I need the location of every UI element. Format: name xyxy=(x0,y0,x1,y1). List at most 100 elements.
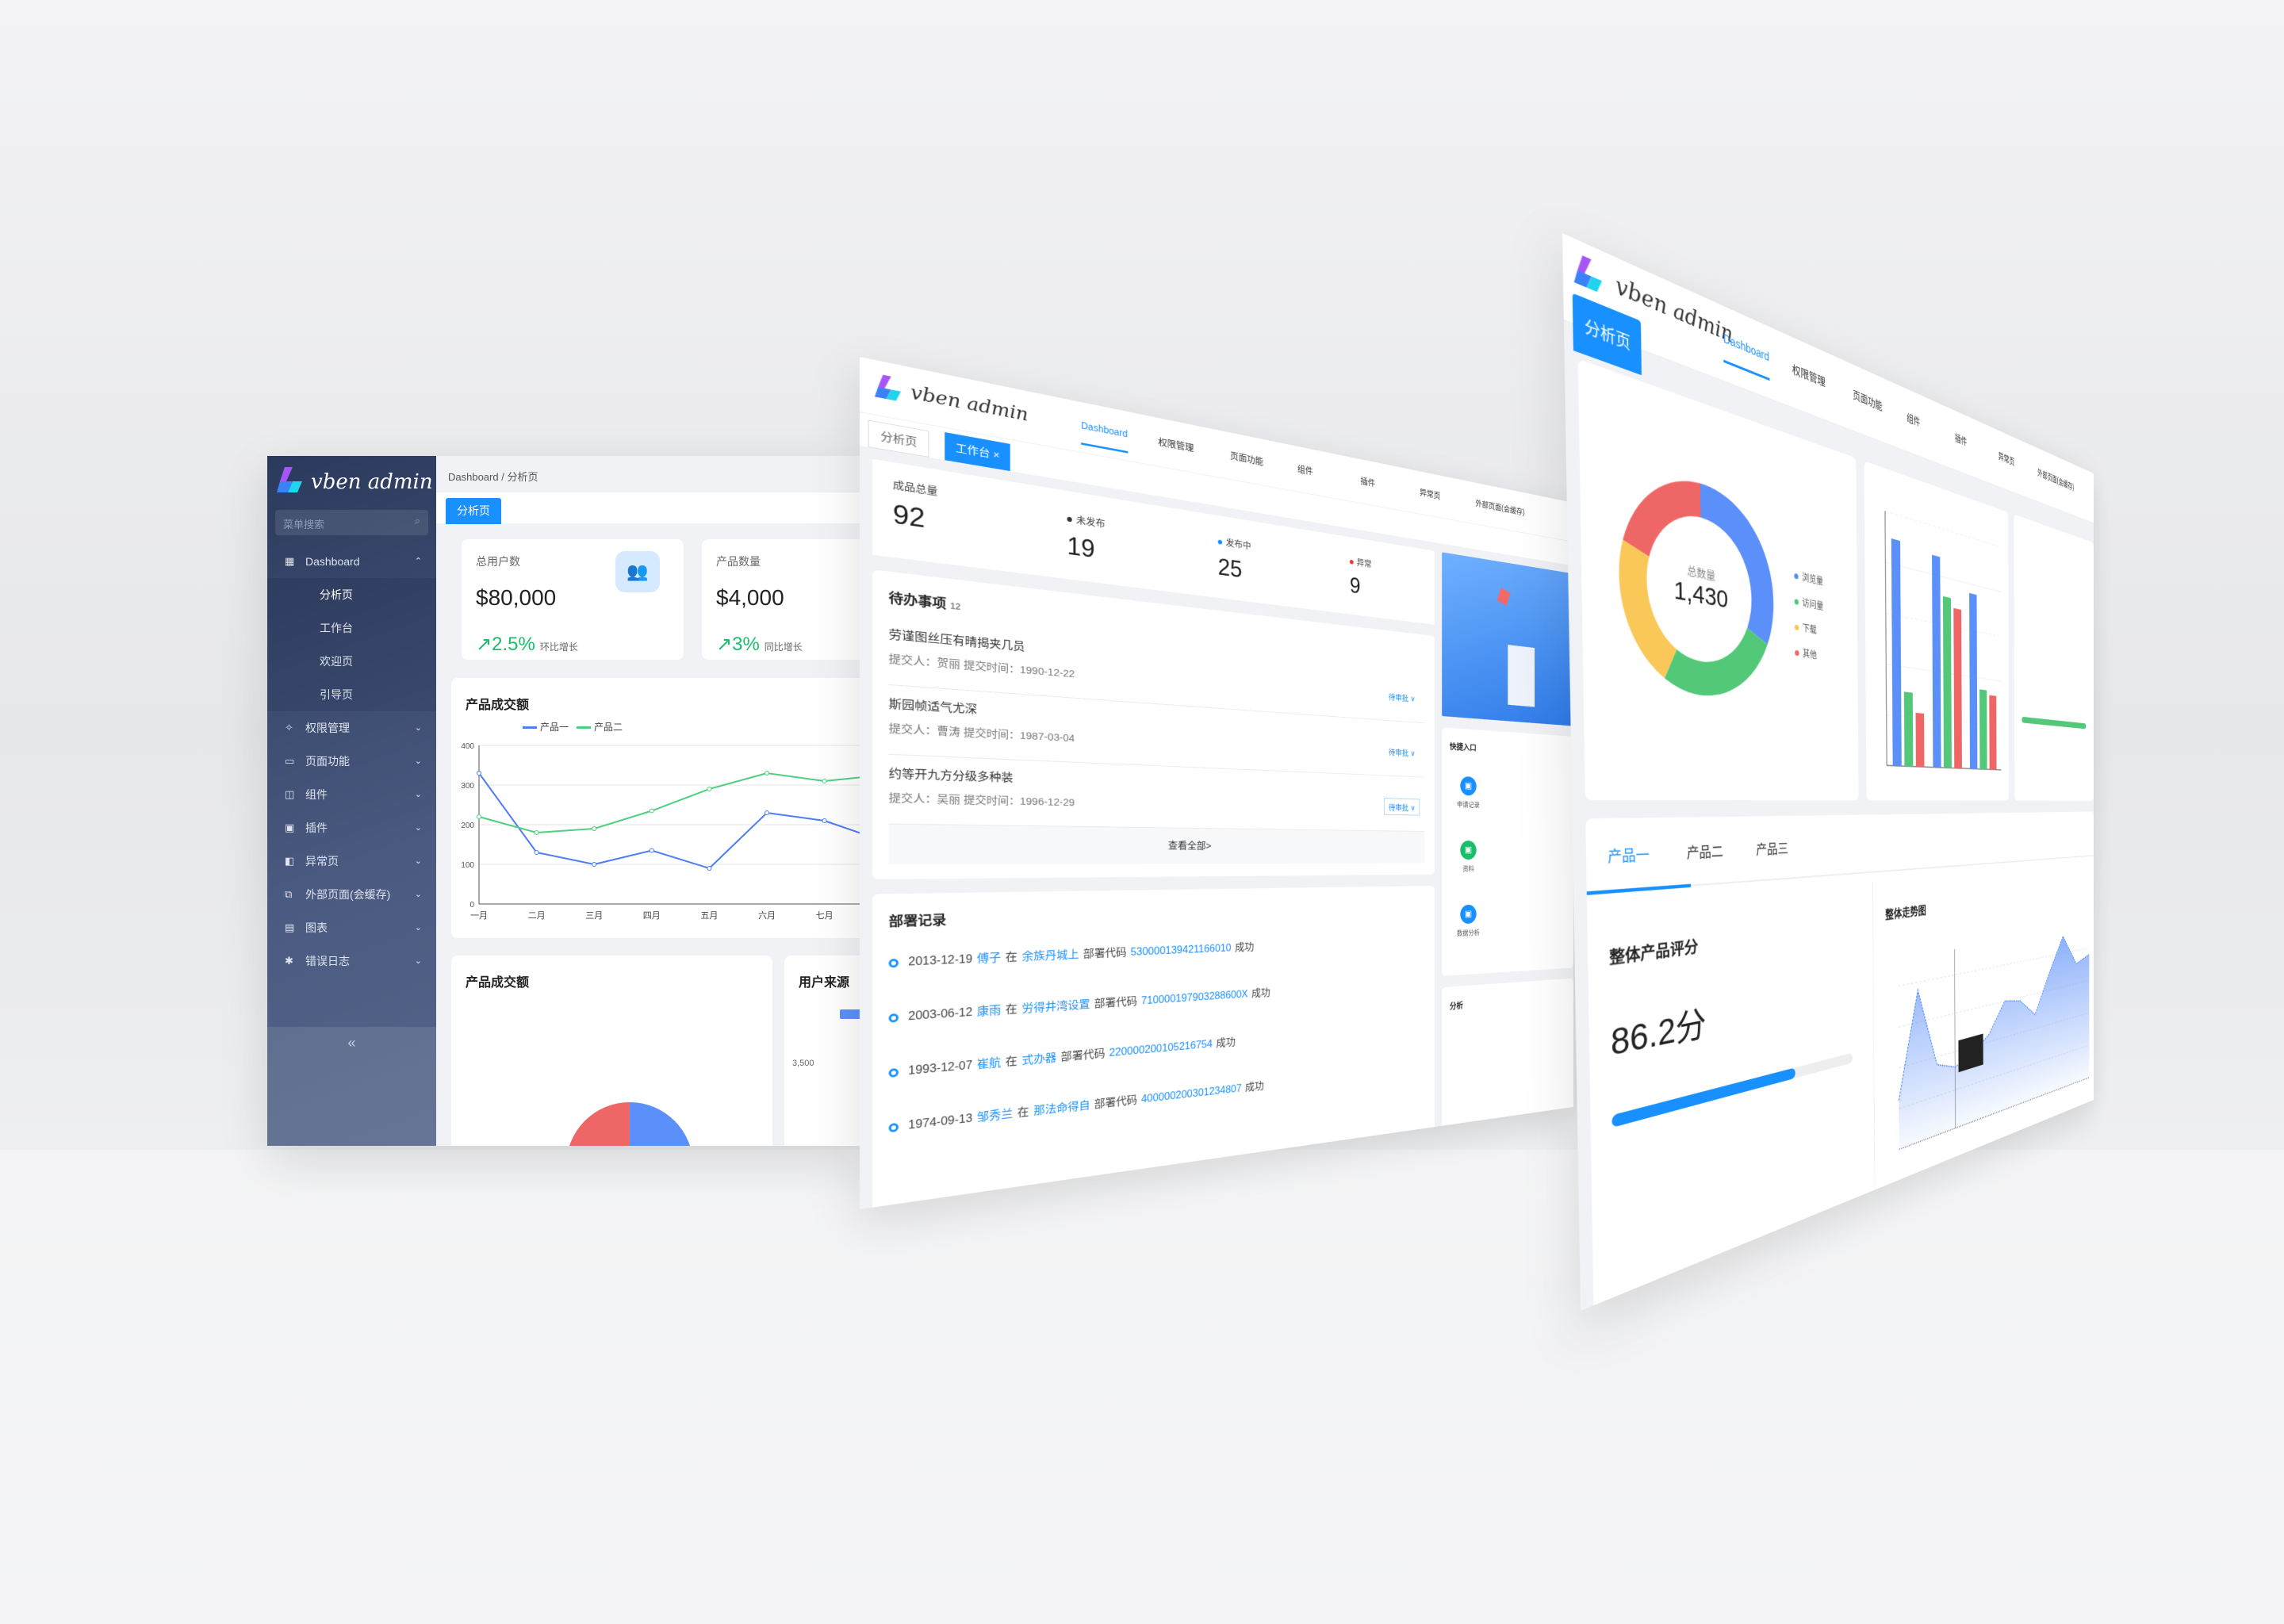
y-tick-label: 300 xyxy=(461,782,474,791)
quick-link-icon: ▣ xyxy=(1460,904,1477,925)
sidebar-item[interactable]: ✧ 权限管理 ⌄ xyxy=(267,711,436,745)
deploy-user[interactable]: 康雨 xyxy=(976,1004,1002,1018)
quick-link-label: 资料 xyxy=(1462,865,1474,873)
sidebar-item[interactable]: 工作台 xyxy=(267,611,436,645)
stat-card-products: 产品数量 $4,000 ↗3% 同比增长 xyxy=(702,539,862,660)
sidebar-item[interactable]: ▦ Dashboard ⌃ xyxy=(267,545,436,578)
deploy-code[interactable]: 400000200301234807 xyxy=(1140,1083,1242,1105)
sidebar-item[interactable]: ▣ 插件 ⌄ xyxy=(267,811,436,845)
sidebar-item[interactable]: 分析页 xyxy=(267,578,436,611)
reflection-floor xyxy=(0,1150,2284,1546)
deploy-target[interactable]: 式办器 xyxy=(1021,1051,1057,1067)
status-dot xyxy=(1217,539,1223,545)
menu-search-input[interactable]: 菜单搜索 ⌕ xyxy=(275,510,428,535)
collapse-sidebar-button[interactable]: « xyxy=(267,1027,436,1146)
product-tab[interactable]: 产品二 xyxy=(1686,844,1723,862)
deploy-target[interactable]: 労得井湾设置 xyxy=(1021,998,1090,1016)
deploy-record: 1974-09-13 邹秀兰在那法命得自 部署代码 40000020030123480… xyxy=(888,1077,1268,1135)
quick-link[interactable]: ▣ 资料 xyxy=(1454,841,1482,874)
score-progress xyxy=(1611,1052,1853,1128)
nav-item[interactable]: 权限管理 xyxy=(1158,435,1194,454)
tab-label: 工作台 xyxy=(955,442,991,461)
deploy-user[interactable]: 邹秀兰 xyxy=(976,1108,1014,1124)
analysis-window: vben admin 菜单搜索 ⌕ ▦ Dashboard ⌃ 分析页 工作台 欢迎页 引导页… xyxy=(267,456,862,1146)
nav-item[interactable]: 组件 xyxy=(1297,463,1313,477)
nav-item[interactable]: 插件 xyxy=(1955,431,1968,448)
deploy-label: 部署代码 xyxy=(1094,996,1137,1010)
deploy-target[interactable]: 余族丹城上 xyxy=(1021,948,1079,963)
nav-item[interactable]: 外部页面(会缓存) xyxy=(1475,498,1525,517)
nav-item[interactable]: 组件 xyxy=(1907,411,1921,428)
bar xyxy=(1891,538,1902,767)
tab-bar: 分析页 xyxy=(436,492,862,524)
sidebar-item[interactable]: ✱ 错误日志 ⌄ xyxy=(267,944,436,978)
tab-analysis[interactable]: 分析页 xyxy=(446,498,501,524)
stat-item: 发布中 25 xyxy=(1217,534,1251,584)
sidebar-item[interactable]: ▭ 页面功能 ⌄ xyxy=(267,745,436,778)
deploy-code[interactable]: 710000197903288600X xyxy=(1140,989,1248,1007)
nav-item[interactable]: 插件 xyxy=(1360,475,1376,488)
nav-item[interactable]: 外部页面(会缓存) xyxy=(2037,467,2075,492)
x-tick-label: 五月 xyxy=(700,911,718,921)
user-source-card: 用户来源 3,500 xyxy=(784,956,862,1146)
product-tab[interactable]: 产品一 xyxy=(1608,846,1650,866)
close-tab-icon[interactable]: × xyxy=(993,448,1000,462)
todo-meta: 提交人：曹涛 提交时间：1987-03-04 xyxy=(888,722,1075,745)
view-all-button[interactable]: 查看全部> xyxy=(888,824,1425,865)
stat-item: 异常 9 xyxy=(1349,555,1371,600)
status-dropdown[interactable]: 待审批 ∨ xyxy=(1384,798,1420,816)
y-tick-label: 200 xyxy=(461,822,474,830)
status-dropdown[interactable]: 待审批 ∨ xyxy=(1389,691,1416,703)
bar-chart-card xyxy=(1864,461,2010,801)
chevron-down-icon: ⌄ xyxy=(414,790,422,799)
brand-name: vben admin xyxy=(311,470,433,494)
legend-item: 下载 xyxy=(1794,620,1824,638)
sidebar-item[interactable]: ◫ 组件 ⌄ xyxy=(267,778,436,811)
deploy-code[interactable]: 220000200105216754 xyxy=(1109,1038,1213,1059)
sidebar-item[interactable]: ⧉ 外部页面(会缓存) ⌄ xyxy=(267,878,436,911)
nav-item[interactable]: 页面功能 xyxy=(1230,450,1264,467)
tab-workbench[interactable]: 工作台 × xyxy=(945,432,1010,472)
tab-analysis[interactable]: 分析页 xyxy=(868,419,929,458)
trend-label: 同比增长 xyxy=(764,642,803,653)
sidebar-item[interactable]: 欢迎页 xyxy=(267,645,436,678)
deploy-mid: 在 xyxy=(1005,1055,1017,1069)
breadcrumb-dashboard[interactable]: Dashboard xyxy=(448,471,499,483)
status-dropdown[interactable]: 待审批 ∨ xyxy=(1389,747,1416,758)
x-tick-label: 四月 xyxy=(643,911,661,921)
deploy-code[interactable]: 530000139421166010 xyxy=(1130,942,1232,959)
deploy-user[interactable]: 崔航 xyxy=(976,1056,1002,1071)
data-point xyxy=(765,810,770,815)
trend-value: 3% xyxy=(732,634,760,655)
product-tab[interactable]: 产品三 xyxy=(1756,841,1788,858)
nav-item[interactable]: 异常页 xyxy=(1998,450,2015,468)
stat-value: 92 xyxy=(892,499,925,534)
chart-legend: 产品一 产品二 xyxy=(515,720,623,733)
nav-item[interactable]: 权限管理 xyxy=(1792,362,1826,389)
sidebar-item[interactable]: 引导页 xyxy=(267,678,436,711)
source-title: 用户来源 xyxy=(799,976,850,990)
nav-item[interactable]: 页面功能 xyxy=(1853,388,1883,412)
sidebar-item[interactable]: ◧ 异常页 ⌄ xyxy=(267,845,436,878)
nav-item[interactable]: Dashboard xyxy=(1081,419,1128,454)
quick-link[interactable]: ▣ 申请记录 xyxy=(1454,776,1482,810)
x-tick-label: 二月 xyxy=(528,911,546,921)
quick-link[interactable]: ▣ 数据分析 xyxy=(1454,904,1482,938)
status-dot xyxy=(1067,516,1072,523)
sidebar-item[interactable]: ▤ 图表 ⌄ xyxy=(267,911,436,944)
legend-dot xyxy=(1794,573,1799,580)
deploy-result: 成功 xyxy=(1235,941,1255,954)
nav-item[interactable]: Dashboard xyxy=(1723,331,1770,381)
summary-card xyxy=(2014,514,2094,801)
bar xyxy=(1932,554,1941,768)
data-point xyxy=(477,771,481,776)
data-point xyxy=(534,830,539,835)
deploy-target[interactable]: 那法命得自 xyxy=(1033,1099,1090,1118)
nav-item[interactable]: 异常页 xyxy=(1420,487,1441,501)
legend-label: 其他 xyxy=(1803,648,1818,661)
deploy-user[interactable]: 傅子 xyxy=(976,952,1002,966)
bug-icon: ✱ xyxy=(285,955,293,967)
stat-item: 成品总量 92 xyxy=(893,477,938,535)
sidebar: vben admin 菜单搜索 ⌕ ▦ Dashboard ⌃ 分析页 工作台 欢迎页 引导页… xyxy=(267,456,436,1146)
legend-item: 访问量 xyxy=(1794,594,1824,613)
